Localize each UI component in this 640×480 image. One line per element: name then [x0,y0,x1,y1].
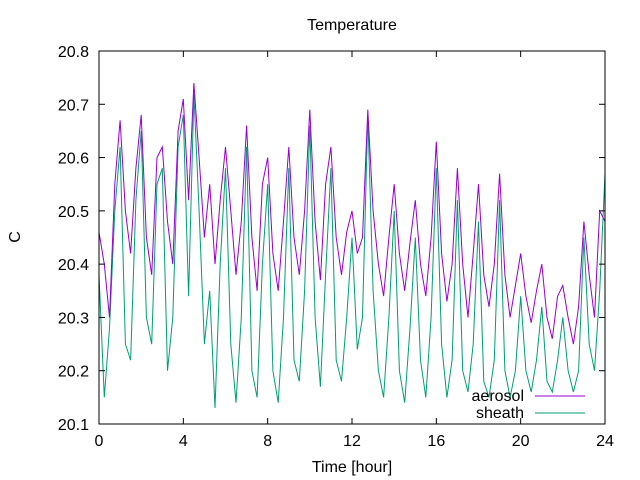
legend: aerosol sheath [472,388,585,422]
series-layer [98,82,606,409]
y-tick-label: 20.1 [58,417,89,434]
y-tick-label: 20.7 [58,97,89,114]
legend-label-aerosol: aerosol [472,388,524,405]
y-tick-label: 20.5 [58,204,89,221]
x-axis-label: Time [hour] [312,459,392,476]
y-tick-label: 20.3 [58,310,89,327]
x-tick-label: 4 [179,433,188,450]
y-tick-label: 20.6 [58,151,89,168]
x-tick-label: 0 [95,433,104,450]
x-tick-label: 12 [343,433,361,450]
y-tick-label: 20.4 [58,257,89,274]
x-tick-label: 16 [427,433,445,450]
y-tick-label: 20.8 [58,44,89,61]
legend-label-sheath: sheath [476,405,524,422]
x-tick-label: 20 [512,433,530,450]
series-line-sheath [98,93,606,409]
series-line-aerosol [98,82,606,345]
y-axis-label: C [7,231,24,243]
x-tick-label: 24 [596,433,614,450]
x-tick-label: 8 [263,433,272,450]
chart-title: Temperature [307,17,397,34]
y-tick-label: 20.2 [58,364,89,381]
plot-border [98,50,606,425]
